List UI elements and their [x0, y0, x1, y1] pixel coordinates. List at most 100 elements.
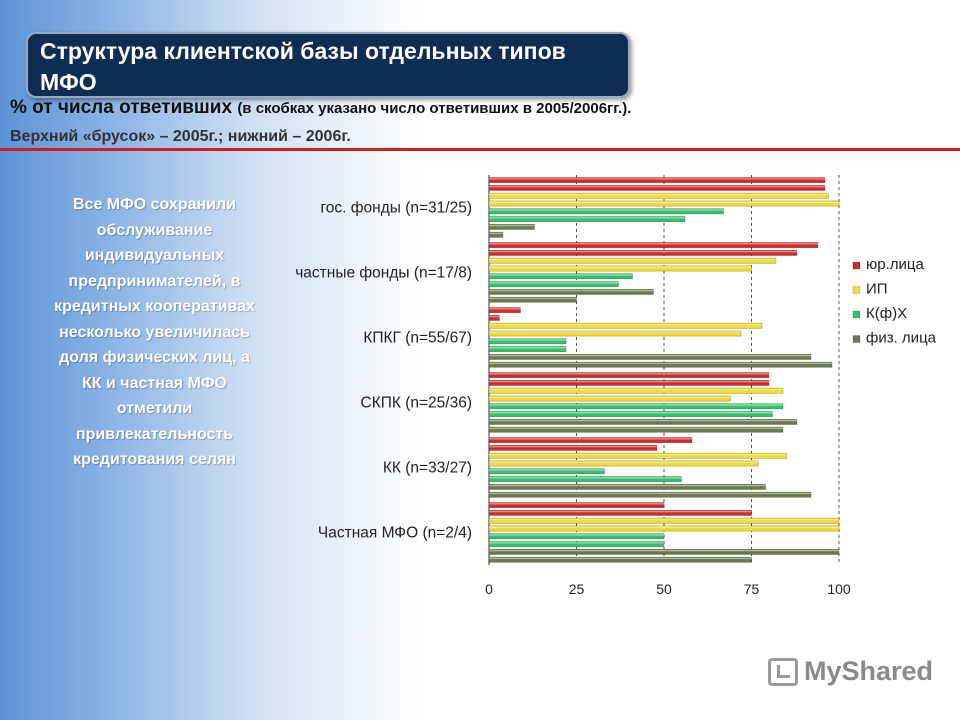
bar-highlight	[489, 503, 664, 505]
bar-2-2005-2	[488, 338, 567, 345]
category-label: КПКГ (n=55/67)	[363, 330, 472, 347]
x-tick-label: 0	[485, 581, 493, 597]
bar-highlight	[489, 534, 664, 536]
bar-3-2006-5	[488, 556, 752, 563]
subtitle-line-1: % от числа ответивших (в скобках указано…	[10, 97, 631, 119]
bar-highlight	[489, 232, 503, 235]
bar-2-2006-2	[488, 346, 567, 352]
bar-2-2006-3	[488, 411, 773, 417]
bar-highlight	[489, 542, 664, 544]
bar-highlight	[489, 331, 741, 333]
bar-highlight	[489, 484, 766, 487]
bar-0-2006-0	[488, 185, 826, 191]
bar-highlight	[489, 266, 752, 268]
bar-3-2005-2	[488, 353, 812, 360]
bar-highlight	[489, 388, 783, 391]
x-tick-label: 50	[656, 581, 672, 597]
bar-0-2005-4	[488, 437, 693, 443]
x-tick-label: 100	[827, 581, 851, 597]
bar-highlight	[489, 243, 818, 245]
category-label: частные фонды (n=17/8)	[295, 265, 472, 282]
bar-highlight	[489, 217, 685, 219]
bar-2-2005-1	[488, 273, 633, 280]
bar-highlight	[489, 282, 619, 284]
bar-highlight	[489, 354, 811, 357]
bar-highlight	[489, 510, 752, 513]
bar-highlight	[489, 339, 566, 341]
category-label: Частная МФО (n=2/4)	[318, 525, 472, 542]
bar-highlight	[489, 396, 731, 398]
bar-1-2006-1	[488, 265, 752, 272]
bar-1-2005-0	[488, 192, 829, 199]
bar-0-2005-5	[488, 502, 665, 508]
bar-2-2006-0	[488, 216, 686, 222]
subtitle-main: % от числа ответивших	[10, 97, 233, 118]
bar-3-2006-2	[488, 361, 833, 368]
bar-1-2006-0	[488, 200, 840, 207]
bar-highlight	[489, 201, 839, 203]
bar-highlight	[489, 549, 839, 552]
bar-highlight	[489, 477, 682, 479]
bar-highlight	[489, 362, 832, 365]
legend-swatch-3	[852, 335, 861, 343]
bar-highlight	[489, 461, 759, 463]
side-note: Все МФО сохранили обслуживание индивидуа…	[54, 196, 255, 468]
bar-3-2006-4	[488, 491, 812, 498]
bar-highlight	[489, 380, 769, 383]
bar-3-2005-4	[488, 483, 766, 490]
watermark-logo-icon	[768, 658, 798, 686]
bar-2-2006-1	[488, 281, 619, 287]
bar-highlight	[489, 224, 535, 227]
bar-2-2005-5	[488, 533, 665, 540]
bar-highlight	[489, 315, 500, 318]
bar-2-2006-5	[488, 541, 665, 547]
bar-1-2005-3	[488, 387, 784, 394]
x-tick-label: 75	[744, 581, 760, 597]
bar-highlight	[489, 438, 692, 440]
subtitle-note: (в скобках указано число ответивших в 20…	[237, 100, 632, 117]
bar-highlight	[489, 445, 657, 448]
bar-3-2006-0	[488, 231, 504, 238]
legend-label-2: К(ф)Х	[866, 305, 907, 322]
bar-1-2005-5	[488, 517, 840, 524]
x-tick-label: 25	[569, 581, 585, 597]
watermark-text: MyShared	[804, 656, 934, 686]
legend-swatch-1	[852, 286, 861, 294]
bar-highlight	[489, 250, 797, 253]
bar-3-2006-3	[488, 426, 784, 433]
bar-0-2005-3	[488, 372, 770, 378]
bar-highlight	[489, 453, 787, 456]
bar-highlight	[489, 193, 829, 196]
bar-1-2006-2	[488, 330, 742, 337]
bar-1-2006-5	[488, 525, 840, 532]
bar-3-2005-3	[488, 418, 798, 425]
bar-0-2006-4	[488, 444, 658, 451]
divider-line	[0, 148, 960, 151]
bar-highlight	[489, 404, 783, 406]
bar-0-2005-0	[488, 177, 826, 183]
bar-0-2006-2	[488, 314, 500, 321]
bar-2-2006-4	[488, 476, 682, 482]
category-label: КК (n=33/27)	[383, 460, 472, 477]
bar-highlight	[489, 469, 605, 471]
bar-highlight	[489, 427, 783, 430]
bar-highlight	[489, 347, 566, 349]
bar-0-2005-2	[488, 307, 521, 313]
bar-1-2006-3	[488, 395, 731, 402]
bar-highlight	[489, 526, 839, 528]
legend-label-0: юр.лица	[866, 256, 924, 273]
bar-highlight	[489, 308, 521, 310]
bar-3-2006-1	[488, 296, 577, 303]
bar-highlight	[489, 373, 769, 375]
legend-swatch-2	[852, 310, 861, 319]
bar-0-2006-3	[488, 379, 770, 386]
legend-label-1: ИП	[866, 281, 888, 298]
bar-2-2005-3	[488, 403, 784, 410]
bar-2-2005-0	[488, 208, 724, 215]
bar-highlight	[489, 518, 839, 521]
category-label: СКПК (n=25/36)	[361, 395, 472, 412]
bar-0-2006-5	[488, 509, 752, 516]
subtitle-line-2: Верхний «брусок» – 2005г.; нижний – 2006…	[10, 128, 351, 145]
slide-title: Структура клиентской базы отдельных типо…	[40, 38, 566, 95]
